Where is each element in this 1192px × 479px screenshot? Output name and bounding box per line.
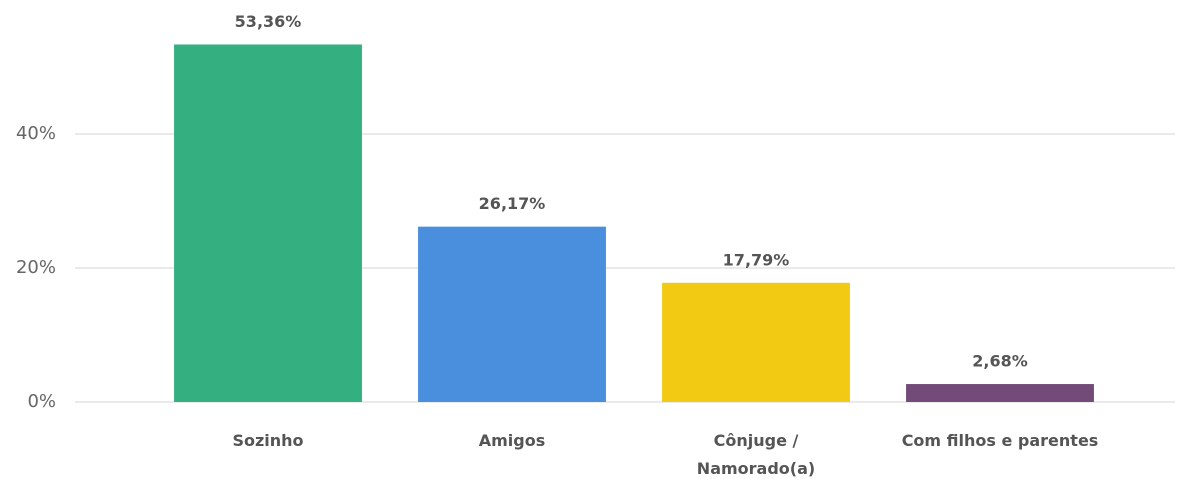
x-tick-label-box: Amigos: [478, 431, 546, 450]
x-tick-label-box: Com filhos e parentes: [901, 431, 1099, 450]
x-tick-label-box: Sozinho: [232, 431, 304, 450]
value-label: 53,36%: [235, 12, 302, 31]
y-tick-label: 20%: [16, 257, 56, 278]
value-label: 2,68%: [972, 352, 1028, 371]
x-tick-label-box: Cônjuge / Namorado(a): [696, 431, 816, 478]
y-tick-label: 40%: [16, 123, 56, 144]
x-tick-label: Amigos: [478, 431, 546, 450]
bar: [418, 226, 606, 402]
x-tick-label: Sozinho: [232, 431, 304, 450]
bar: [174, 44, 362, 402]
y-tick-label: 0%: [27, 391, 56, 412]
x-tick-label: Com filhos e parentes: [901, 431, 1099, 450]
x-tick-label: Cônjuge / Namorado(a): [696, 431, 816, 478]
value-label: 26,17%: [479, 194, 546, 213]
value-label: 17,79%: [723, 250, 790, 269]
bar: [662, 282, 850, 402]
bar: [906, 384, 1094, 402]
